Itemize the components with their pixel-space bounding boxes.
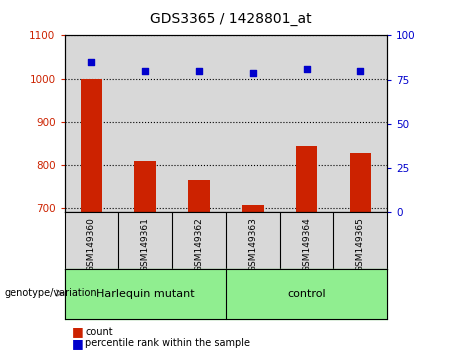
Point [357, 68, 364, 74]
Bar [296, 146, 317, 212]
Text: GSM149363: GSM149363 [248, 217, 257, 272]
Text: Harlequin mutant: Harlequin mutant [96, 289, 195, 299]
Bar [188, 180, 210, 212]
Text: count: count [85, 327, 113, 337]
Bar [65, 35, 118, 212]
Bar [349, 153, 371, 212]
Bar [65, 269, 226, 319]
Point [303, 66, 310, 72]
Text: ■: ■ [71, 325, 83, 338]
Text: control: control [287, 289, 326, 299]
Point [88, 59, 95, 65]
Text: genotype/variation: genotype/variation [5, 288, 97, 298]
Point [142, 68, 149, 74]
Bar [226, 269, 387, 319]
Text: GSM149364: GSM149364 [302, 217, 311, 272]
Text: GSM149360: GSM149360 [87, 217, 96, 272]
Bar [242, 205, 264, 212]
Text: ■: ■ [71, 337, 83, 350]
Text: GSM149365: GSM149365 [356, 217, 365, 272]
Bar [118, 35, 172, 212]
Text: GSM149362: GSM149362 [195, 217, 203, 272]
Text: GDS3365 / 1428801_at: GDS3365 / 1428801_at [150, 12, 311, 27]
Point [195, 68, 203, 74]
Bar [280, 35, 333, 212]
Text: percentile rank within the sample: percentile rank within the sample [85, 338, 250, 348]
Bar [135, 161, 156, 212]
Point [249, 70, 256, 75]
Bar [226, 35, 280, 212]
Bar [81, 79, 102, 212]
Bar [333, 35, 387, 212]
Text: GSM149361: GSM149361 [141, 217, 150, 272]
Bar [172, 35, 226, 212]
